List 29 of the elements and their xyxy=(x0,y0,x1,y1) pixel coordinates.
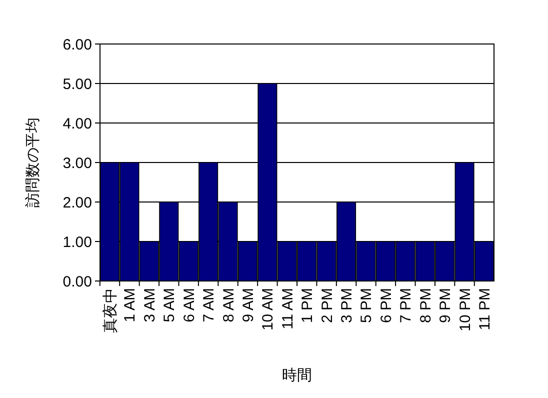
x-tick-label: 5 AM xyxy=(161,288,178,322)
x-tick-label: 9 AM xyxy=(240,288,257,322)
x-tick-label: 7 AM xyxy=(200,288,218,322)
x-tick-label: 真夜中 xyxy=(102,288,120,333)
y-tick-label: 5.00 xyxy=(62,76,92,93)
y-tick-label: 6.00 xyxy=(62,36,92,54)
y-tick-label: 0.00 xyxy=(62,273,92,290)
x-axis-title: 時間 xyxy=(282,367,312,384)
x-tick-label: 2 PM xyxy=(318,288,336,324)
y-axis-title: 訪問数の平均 xyxy=(24,118,42,208)
x-tick-label: 1 AM xyxy=(122,288,139,322)
x-tick-label: 8 AM xyxy=(220,288,238,322)
x-tick-label: 5 PM xyxy=(358,288,376,324)
x-tick-label: 3 PM xyxy=(338,288,356,324)
x-tick-label: 11 PM xyxy=(476,288,494,330)
x-tick-label: 7 PM xyxy=(398,288,415,324)
x-tick-label: 11 AM xyxy=(279,288,296,330)
x-tick-label: 10 AM xyxy=(260,288,277,331)
x-tick-label: 3 AM xyxy=(141,288,158,322)
x-tick-label: 9 PM xyxy=(437,288,454,324)
y-tick-label: 2.00 xyxy=(62,194,92,212)
x-tick-label: 1 PM xyxy=(299,288,316,324)
x-tick-label: 10 PM xyxy=(456,288,474,332)
y-tick-label: 1.00 xyxy=(62,234,92,251)
x-tick-label: 8 PM xyxy=(417,288,434,324)
y-tick-label: 4.00 xyxy=(62,115,92,132)
x-tick-label: 6 AM xyxy=(180,288,198,322)
x-tick-label: 6 PM xyxy=(378,288,395,324)
y-tick-label: 3.00 xyxy=(62,154,92,172)
